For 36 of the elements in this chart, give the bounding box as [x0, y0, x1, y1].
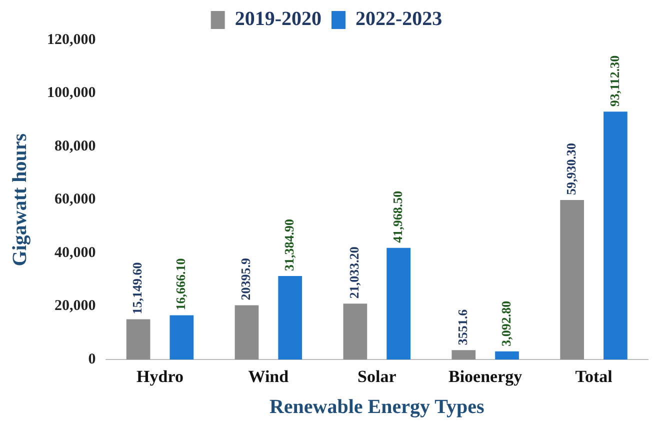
bar	[278, 276, 302, 360]
x-axis-title: Renewable Energy Types	[269, 396, 484, 418]
bar	[452, 350, 476, 360]
y-tick-label: 100,000	[47, 85, 96, 102]
bar	[343, 304, 368, 360]
bar	[495, 351, 519, 360]
bar	[126, 319, 150, 360]
data-label: 21,033.20	[346, 246, 362, 299]
bar	[604, 112, 628, 360]
y-axis-title: Gigawatt hours	[9, 133, 32, 266]
data-label: 20395.9	[238, 258, 254, 300]
data-label: 41,968.50	[390, 190, 405, 243]
bar	[386, 248, 410, 360]
y-tick-label: 40,000	[54, 244, 96, 261]
y-tick-label: 120,000	[47, 32, 96, 48]
data-label: 31,384.90	[281, 219, 296, 272]
legend-label: 2022-2023	[356, 8, 442, 30]
bar	[170, 315, 194, 360]
data-label: 3,092.80	[498, 300, 514, 346]
y-tick-label: 60,000	[54, 192, 96, 208]
bar	[234, 305, 259, 360]
y-tick-label: 0	[88, 351, 96, 368]
data-label: 93,112.30	[606, 55, 622, 107]
y-tick-label: 20,000	[54, 298, 96, 314]
x-tick-label: Bioenergy	[448, 367, 523, 386]
x-tick-label: Solar	[358, 367, 397, 386]
x-tick-label: Wind	[248, 367, 290, 386]
data-label: 3551.6	[454, 308, 470, 346]
legend-label: 2019-2020	[234, 8, 322, 30]
y-tick-label: 80,000	[54, 138, 96, 154]
data-label: 16,666.10	[173, 258, 188, 310]
data-label: 59,930.30	[563, 142, 578, 195]
bar	[560, 200, 584, 360]
x-tick-label: Total	[575, 367, 613, 386]
data-label: 15,149.60	[130, 262, 145, 314]
x-tick-label: Hydro	[136, 367, 184, 386]
